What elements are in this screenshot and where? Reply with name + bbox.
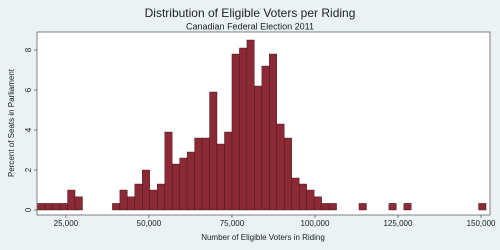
bar [254, 85, 263, 211]
bar [67, 189, 76, 211]
bar [127, 196, 136, 211]
x-tick-label: 125,000 [384, 219, 413, 228]
x-tick-label: 25,000 [54, 219, 79, 228]
bar [276, 123, 285, 211]
bar [261, 65, 270, 211]
bar [328, 203, 337, 211]
bar [358, 203, 367, 211]
bar [52, 203, 61, 211]
bar [186, 151, 195, 211]
x-axis-title: Number of Eligible Voters in Riding [201, 233, 325, 242]
bar [231, 53, 240, 211]
bar [246, 39, 255, 211]
bar [44, 203, 53, 211]
bar [134, 183, 143, 211]
bar [291, 177, 300, 211]
bar [239, 47, 248, 211]
x-tick-label: 150,000 [467, 219, 496, 228]
y-axis-title: Percent of Seats in Parliament [7, 68, 16, 177]
y-tick-label: 6 [24, 87, 33, 92]
bar [209, 91, 218, 211]
bar [179, 157, 188, 211]
bar [171, 163, 180, 211]
bar [119, 189, 128, 211]
bar [284, 137, 292, 211]
bar [478, 203, 487, 211]
y-tick-label: 0 [24, 207, 33, 212]
bar [74, 196, 83, 211]
bar [157, 183, 165, 211]
bar [194, 137, 203, 211]
bar [403, 203, 412, 211]
bar [164, 131, 173, 211]
bar [59, 203, 68, 211]
bar [216, 143, 225, 211]
x-tick-label: 50,000 [137, 219, 162, 228]
y-tick-label: 4 [24, 127, 33, 132]
chart-title: Distribution of Eligible Voters per Ridi… [145, 6, 356, 20]
y-tick-label: 2 [24, 167, 33, 172]
bar [201, 137, 210, 211]
x-tick-label: 100,000 [301, 219, 330, 228]
bar [37, 203, 46, 211]
bar [149, 189, 158, 211]
bar [112, 203, 121, 211]
x-tick-label: 75,000 [220, 219, 245, 228]
bar [313, 196, 322, 211]
bar [306, 189, 315, 211]
bar [142, 169, 150, 211]
y-tick-label: 8 [24, 47, 33, 52]
chart-subtitle: Canadian Federal Election 2011 [186, 21, 314, 31]
bar [299, 183, 307, 211]
bar [321, 203, 330, 211]
bar [224, 131, 233, 211]
bar [269, 53, 277, 211]
bar [388, 203, 397, 211]
